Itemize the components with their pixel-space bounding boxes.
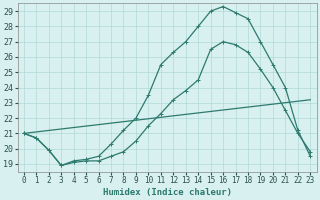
- X-axis label: Humidex (Indice chaleur): Humidex (Indice chaleur): [103, 188, 232, 197]
